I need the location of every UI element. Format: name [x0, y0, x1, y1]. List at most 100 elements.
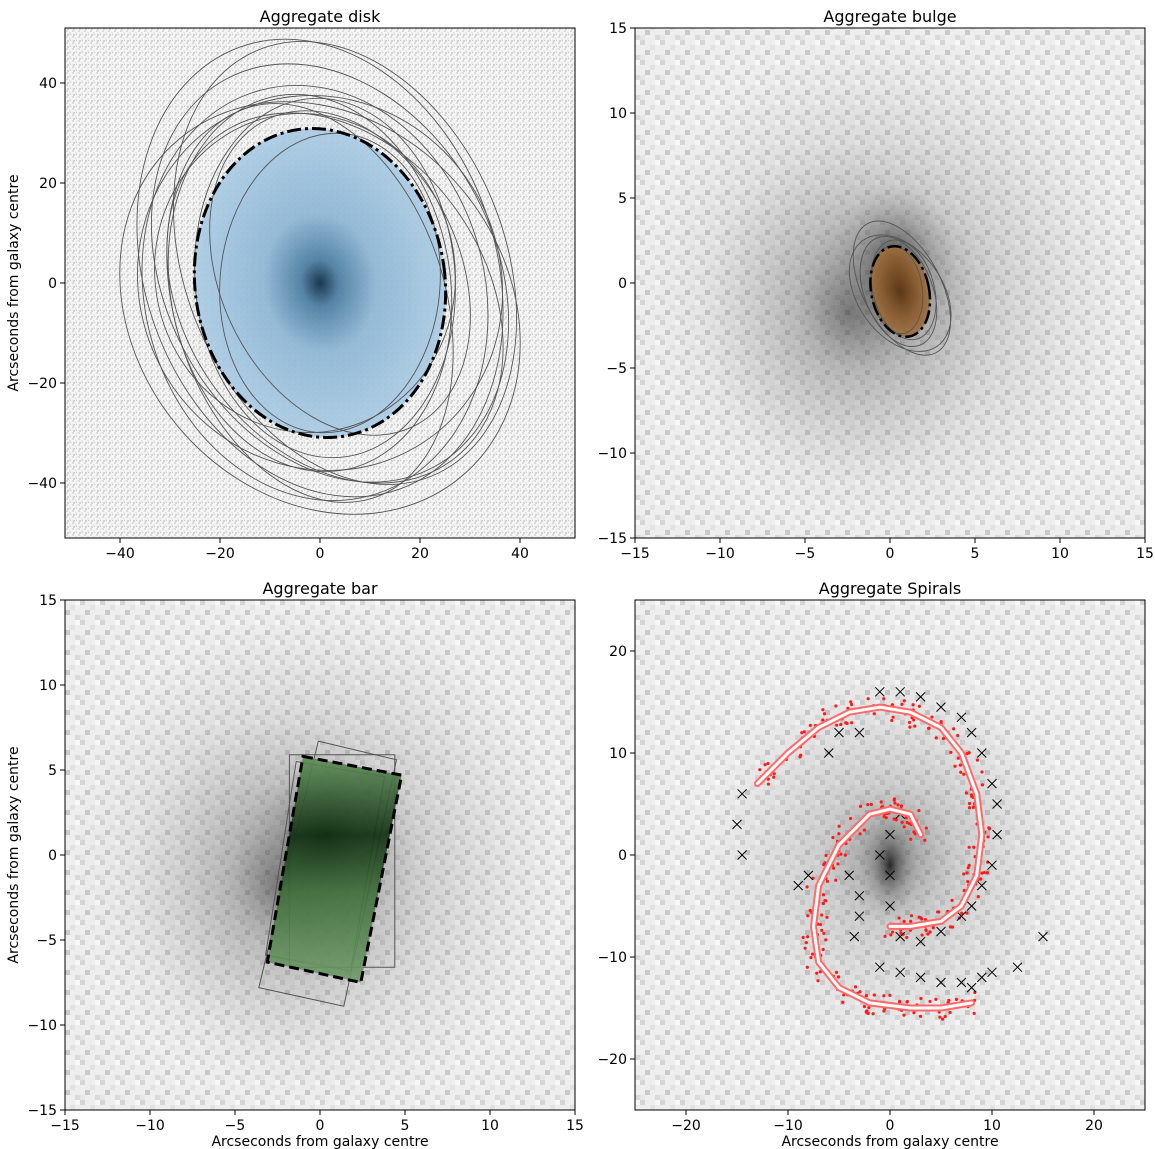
spiral-point	[976, 895, 980, 899]
cross-stroke	[966, 982, 977, 993]
spiral-point	[867, 1005, 871, 1010]
y-tick-label: −5	[606, 361, 627, 377]
spiral-point	[818, 922, 823, 927]
cross-marker	[936, 926, 946, 937]
cross-marker	[793, 880, 804, 891]
spiral-point	[872, 993, 876, 997]
cross-marker	[803, 870, 814, 881]
cross-stroke	[854, 890, 865, 901]
spiral-point	[866, 803, 870, 807]
x-tick-label: 0	[316, 546, 325, 562]
y-tick-label: −10	[597, 950, 627, 966]
spiral-point	[913, 724, 917, 728]
x-tick-label: 0	[886, 1118, 895, 1134]
spiral-point	[967, 806, 972, 810]
classification-ellipse	[172, 41, 518, 485]
spiral-point	[772, 775, 776, 779]
y-tick-label: 10	[609, 746, 627, 762]
spiral-point	[900, 702, 904, 706]
cross-marker	[976, 972, 987, 983]
panel-2: −15 −10 −5 0 5 10 15 −15 −10 −5 0 5 10 15 Aggregate ba…	[6, 579, 584, 1149]
cross-stroke	[966, 727, 977, 738]
spiral-point	[841, 1000, 845, 1005]
spiral-point	[979, 877, 983, 881]
spiral-point	[879, 800, 883, 804]
spiral-point	[972, 1011, 976, 1015]
spiral-point	[848, 816, 853, 821]
y-tick-label: 15	[609, 21, 627, 37]
classification-ellipse	[141, 84, 489, 502]
cross-marker	[885, 829, 895, 840]
spiral-point	[967, 845, 971, 849]
spiral-point	[899, 804, 904, 808]
cross-marker	[849, 931, 860, 942]
spiral-point	[809, 956, 813, 960]
y-tick-label: −5	[36, 933, 57, 949]
spiral-point	[905, 935, 909, 940]
y-tick-label: 0	[618, 276, 627, 292]
spiral-point	[909, 914, 914, 918]
cross-marker	[737, 850, 747, 860]
spiral-point	[839, 722, 843, 727]
cross-stroke	[849, 931, 860, 942]
spiral-point	[802, 730, 806, 734]
spiral-point	[866, 697, 870, 701]
spiral-point	[927, 726, 931, 730]
y-axis-label: Arcseconds from galaxy centre	[6, 746, 22, 963]
cross-marker	[915, 692, 926, 702]
cross-stroke	[915, 936, 926, 947]
cross-marker	[936, 977, 946, 988]
spiral-point	[801, 935, 805, 940]
spiral-point	[952, 727, 956, 731]
aggregate-ellipse-fill	[870, 246, 931, 337]
panel-3: −20 −10 0 10 20 −20 −10 0 10 20 Aggregate Spirals A…	[597, 579, 1146, 1149]
cross-marker	[823, 748, 834, 758]
spiral-point	[897, 916, 901, 920]
y-tick-label: 10	[609, 106, 627, 122]
cross-marker	[874, 962, 885, 973]
spiral-point	[766, 761, 770, 766]
x-tick-label: 20	[411, 546, 429, 562]
cross-stroke	[976, 880, 987, 891]
spiral-point	[897, 1000, 902, 1004]
spiral-point	[772, 772, 776, 776]
cross-marker	[1038, 931, 1048, 942]
spiral-point	[924, 928, 928, 932]
spiral-point	[821, 947, 825, 952]
x-tick-label: 15	[1136, 546, 1154, 562]
spiral-point	[954, 997, 959, 1001]
spiral-point	[902, 1013, 906, 1017]
cross-stroke	[874, 686, 885, 697]
cross-marker	[895, 931, 906, 942]
x-tick-label: −20	[671, 1118, 701, 1134]
spiral-point	[836, 975, 841, 979]
x-tick-label: 10	[1051, 546, 1069, 562]
cross-stroke	[966, 901, 977, 911]
y-tick-label: 0	[48, 848, 57, 864]
spiral-point	[953, 764, 957, 768]
cross-stroke	[885, 901, 895, 911]
spiral-point	[934, 736, 938, 740]
spiral-point	[934, 997, 938, 1001]
spiral-point	[893, 801, 897, 805]
cross-stroke	[737, 788, 747, 799]
spiral-point	[844, 721, 848, 725]
spiral-point	[821, 893, 826, 897]
spiral-point	[871, 1012, 875, 1016]
y-tick-label: 5	[48, 763, 57, 779]
x-tick-label: 0	[316, 1118, 325, 1134]
cross-stroke	[874, 850, 885, 860]
spiral-point	[956, 756, 960, 760]
classification-ellipse	[119, 101, 521, 515]
spiral-point	[900, 820, 904, 824]
spiral-point	[831, 835, 835, 840]
spiral-point	[959, 770, 963, 774]
cross-marker	[956, 977, 967, 988]
cross-marker	[966, 901, 977, 911]
spiral-point	[917, 704, 922, 708]
cross-stroke	[885, 829, 895, 840]
spiral-point	[837, 832, 841, 836]
classification-ellipse	[209, 110, 471, 436]
spiral-point	[899, 931, 903, 935]
